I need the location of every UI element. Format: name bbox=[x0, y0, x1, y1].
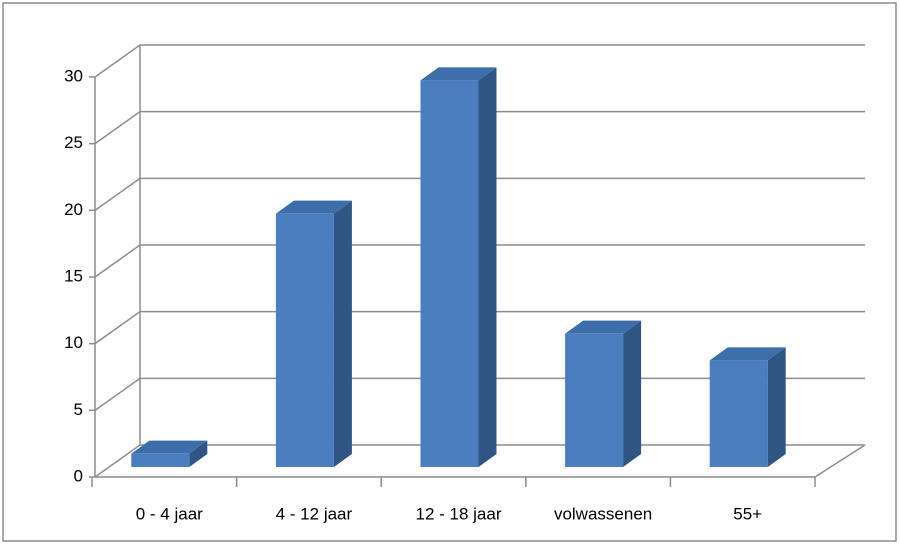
x-tick-label: volwassenen bbox=[554, 504, 652, 523]
y-tick-label: 15 bbox=[64, 266, 83, 285]
bar-side bbox=[767, 347, 786, 467]
y-tick-label: 25 bbox=[64, 133, 83, 152]
x-tick-label: 4 - 12 jaar bbox=[276, 504, 353, 523]
x-tick-label: 55+ bbox=[733, 504, 762, 523]
grid-line bbox=[94, 44, 865, 78]
bar-side bbox=[189, 440, 208, 467]
x-tick-label: 12 - 18 jaar bbox=[416, 504, 502, 523]
bar-side bbox=[623, 320, 642, 467]
y-tick-label: 10 bbox=[64, 333, 83, 352]
bar-top bbox=[275, 200, 352, 214]
bar-top bbox=[420, 67, 497, 81]
floor-side bbox=[814, 444, 866, 478]
x-tick-label: 0 - 4 jaar bbox=[136, 504, 203, 523]
bar bbox=[131, 453, 190, 467]
y-tick-label: 5 bbox=[74, 400, 83, 419]
bar bbox=[565, 333, 624, 467]
grid-line bbox=[94, 110, 865, 145]
bar bbox=[275, 213, 334, 467]
bar-side bbox=[478, 67, 497, 467]
y-tick-label: 20 bbox=[64, 200, 83, 219]
y-tick-label: 30 bbox=[64, 66, 83, 85]
bar-side bbox=[333, 200, 352, 467]
bar-top bbox=[709, 347, 786, 361]
grid-line bbox=[94, 310, 865, 345]
bar bbox=[420, 80, 479, 467]
bar-top bbox=[565, 320, 642, 334]
grid-line bbox=[94, 177, 865, 211]
grid-line bbox=[94, 244, 865, 278]
bar-top bbox=[131, 440, 208, 454]
bar bbox=[709, 360, 768, 467]
y-tick-label: 0 bbox=[74, 466, 83, 485]
